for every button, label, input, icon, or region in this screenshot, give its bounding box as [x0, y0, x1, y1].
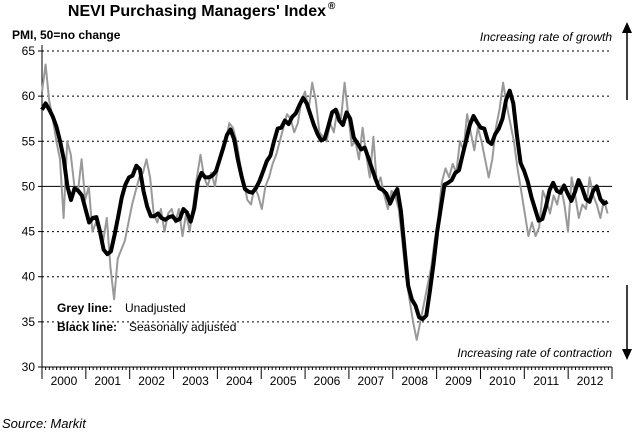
y-tick-label-30: 30: [22, 360, 36, 374]
year-axis-layer: 2000 2001 2002 2003 2004 2005 2006 2007 2008 2009…: [41, 367, 613, 388]
chart-title: NEVI Purchasing Managers' Index: [68, 3, 326, 20]
year-label-2002: 2002: [138, 374, 165, 388]
y-tick-label-40: 40: [22, 270, 36, 284]
year-label-2003: 2003: [182, 374, 209, 388]
y-tick-label-50: 50: [22, 179, 36, 193]
year-label-2012: 2012: [577, 374, 604, 388]
y-tick-label-35: 35: [22, 315, 36, 329]
legend-black-label: Seasonally adjusted: [129, 320, 236, 334]
legend-grey-key: Grey line:: [57, 301, 112, 315]
y-tick-label-45: 45: [22, 225, 36, 239]
annotation-contraction: Increasing rate of contraction: [457, 346, 612, 360]
annotation-growth: Increasing rate of growth: [480, 30, 612, 44]
year-label-2004: 2004: [226, 374, 253, 388]
year-label-2006: 2006: [314, 374, 341, 388]
series-seasonally-adjusted-line: [40, 88, 609, 322]
year-label-2008: 2008: [401, 374, 428, 388]
contraction-arrowhead: [622, 349, 632, 360]
growth-arrowhead: [622, 22, 632, 33]
legend-black-key: Black line:: [57, 320, 117, 334]
year-label-2000: 2000: [51, 374, 78, 388]
chart-title-mark: ®: [328, 1, 336, 12]
y-tick-label-65: 65: [22, 44, 36, 58]
y-tick-label-60: 60: [22, 89, 36, 103]
year-label-2010: 2010: [489, 374, 516, 388]
year-label-2011: 2011: [533, 374, 559, 388]
y-tick-label-55: 55: [22, 134, 36, 148]
year-label-2001: 2001: [94, 374, 121, 388]
y-axis-label: PMI, 50=no change: [12, 28, 121, 42]
legend: Grey line: Unadjusted Black line: Season…: [57, 301, 236, 334]
y-tick-layer: 30 35 40 45 50 55 60 65: [22, 44, 42, 374]
legend-grey-label: Unadjusted: [125, 301, 186, 315]
series-unadjusted-line: [41, 63, 609, 341]
year-label-2007: 2007: [357, 374, 384, 388]
year-label-2005: 2005: [270, 374, 297, 388]
year-label-2009: 2009: [445, 374, 472, 388]
source-note: Source: Markit: [2, 416, 87, 431]
